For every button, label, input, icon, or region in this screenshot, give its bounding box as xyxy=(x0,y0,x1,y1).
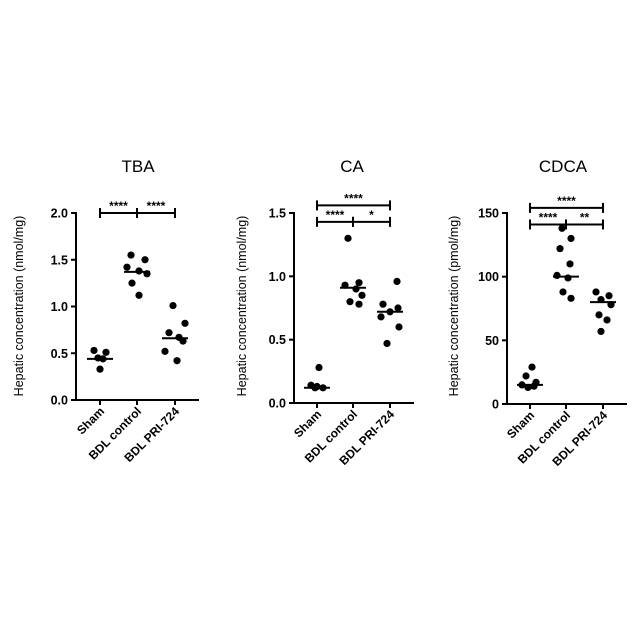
y-tick-label: 1.5 xyxy=(51,253,68,267)
data-point xyxy=(556,245,563,252)
panel-ca: CA Hepatic concentration (nmol/mg) 0.0 0.… xyxy=(235,157,414,468)
data-point xyxy=(553,272,560,279)
panel-tba: TBA Hepatic concentration (nmol/mg) 0.0 0… xyxy=(12,157,199,465)
data-point xyxy=(379,301,386,308)
significance-label: **** xyxy=(147,199,166,213)
data-point xyxy=(173,357,180,364)
y-axis-label: Hepatic concentration (pmol/mg) xyxy=(447,216,461,397)
category-label: Sham xyxy=(74,404,107,437)
data-point xyxy=(566,260,573,267)
data-point xyxy=(564,274,571,281)
y-tick-label: 1.0 xyxy=(269,270,286,284)
data-point xyxy=(181,320,188,327)
y-tick-label: 0.0 xyxy=(51,394,68,408)
data-point xyxy=(383,340,390,347)
category-label: Sham xyxy=(291,407,324,440)
y-tick-label: 0.5 xyxy=(269,333,286,347)
data-point xyxy=(161,348,168,355)
y-tick-label: 50 xyxy=(485,334,499,348)
y-tick-label: 2.0 xyxy=(51,207,68,221)
significance-label: **** xyxy=(344,191,363,205)
panel-cdca: CDCA Hepatic concentration (pmol/mg) 0 50… xyxy=(447,157,627,469)
data-point xyxy=(346,298,353,305)
chart-title: CDCA xyxy=(539,157,588,176)
data-point xyxy=(395,323,402,330)
data-point xyxy=(528,363,535,370)
data-point xyxy=(141,256,148,263)
data-point xyxy=(352,285,359,292)
data-point xyxy=(135,292,142,299)
y-tick-label: 100 xyxy=(478,270,499,284)
data-point xyxy=(123,264,130,271)
significance-label: * xyxy=(369,208,374,222)
y-tick-label: 1.0 xyxy=(51,300,68,314)
data-point xyxy=(377,313,384,320)
data-point xyxy=(169,302,176,309)
data-point xyxy=(344,235,351,242)
data-point xyxy=(567,235,574,242)
data-point xyxy=(559,288,566,295)
category-label: Sham xyxy=(504,408,537,441)
data-point xyxy=(558,225,565,232)
y-tick-label: 1.5 xyxy=(269,207,286,221)
significance-label: ** xyxy=(580,210,590,224)
data-point xyxy=(102,349,109,356)
data-point xyxy=(355,301,362,308)
y-axis-label: Hepatic concentration (nmol/mg) xyxy=(12,216,26,397)
data-point xyxy=(355,279,362,286)
data-point xyxy=(358,292,365,299)
data-point xyxy=(605,292,612,299)
y-axis-label: Hepatic concentration (nmol/mg) xyxy=(235,216,249,397)
data-point xyxy=(96,366,103,373)
chart-title: TBA xyxy=(121,157,155,176)
data-point xyxy=(530,383,537,390)
significance-label: **** xyxy=(539,210,558,224)
data-point xyxy=(315,364,322,371)
data-point xyxy=(522,372,529,379)
data-point xyxy=(394,304,401,311)
data-point xyxy=(128,280,135,287)
data-point xyxy=(90,347,97,354)
data-point xyxy=(603,316,610,323)
y-tick-label: 0 xyxy=(492,398,499,412)
y-tick-label: 150 xyxy=(478,207,499,221)
data-point xyxy=(165,329,172,336)
significance-label: **** xyxy=(109,199,128,213)
data-point xyxy=(595,311,602,318)
data-point xyxy=(592,288,599,295)
significance-label: **** xyxy=(557,194,576,208)
data-point xyxy=(597,328,604,335)
data-point xyxy=(393,278,400,285)
y-tick-label: 0.5 xyxy=(51,347,68,361)
data-point xyxy=(567,295,574,302)
y-tick-label: 0.0 xyxy=(269,397,286,411)
data-point xyxy=(127,251,134,258)
chart-title: CA xyxy=(340,157,364,176)
significance-label: **** xyxy=(326,208,345,222)
